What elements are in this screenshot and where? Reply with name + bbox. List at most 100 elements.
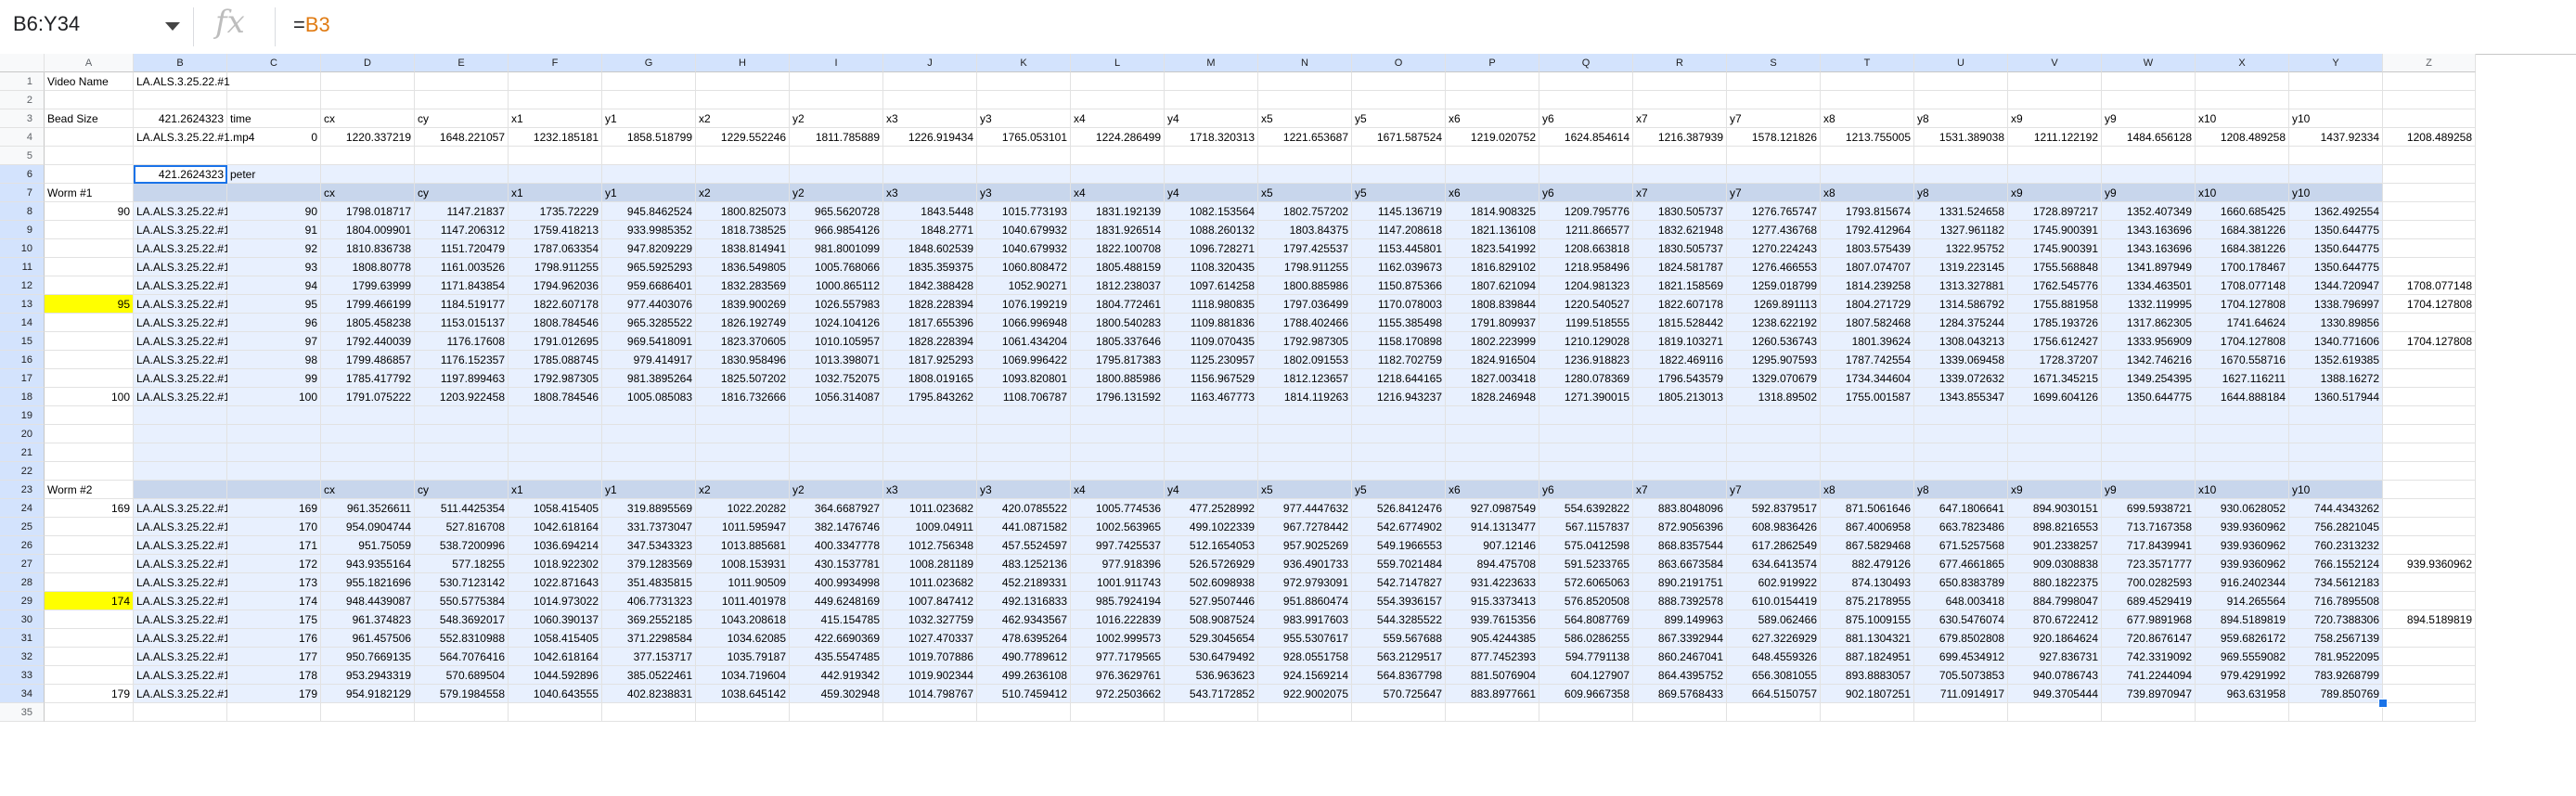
data-cell[interactable]: 1176.17608 [415, 332, 509, 351]
cell-r4[interactable]: 1216.387939 [1633, 128, 1727, 147]
cell[interactable] [696, 147, 790, 165]
cell[interactable] [2383, 443, 2476, 462]
cell[interactable] [1258, 72, 1352, 91]
cell-r3[interactable]: x7 [1633, 109, 1727, 128]
data-cell[interactable]: 1001.911743 [1071, 573, 1165, 592]
data-cell[interactable]: 586.0286255 [1539, 629, 1633, 648]
data-cell[interactable]: 965.5620728 [790, 202, 883, 221]
header-cell[interactable]: y8 [1914, 481, 2008, 499]
cell-j3[interactable]: x3 [883, 109, 977, 128]
cell[interactable] [321, 165, 415, 184]
data-cell[interactable]: 1799.466199 [321, 295, 415, 314]
data-cell[interactable]: 549.1966553 [1352, 536, 1446, 555]
data-cell[interactable]: 550.5775384 [415, 592, 509, 610]
cell[interactable] [1071, 147, 1165, 165]
data-cell[interactable]: 1755.001587 [1821, 388, 1914, 406]
cell[interactable] [1258, 703, 1352, 722]
cell[interactable] [790, 406, 883, 425]
cell[interactable] [2008, 443, 2102, 462]
data-cell[interactable]: 955.1821696 [321, 573, 415, 592]
data-cell[interactable]: 542.7147827 [1352, 573, 1446, 592]
data-cell[interactable]: 98 [227, 351, 321, 369]
cell[interactable] [1633, 443, 1727, 462]
cell[interactable] [2102, 165, 2196, 184]
data-cell[interactable]: 884.7998047 [2008, 592, 2102, 610]
data-cell[interactable]: 1026.557983 [790, 295, 883, 314]
cell[interactable] [1539, 72, 1633, 91]
data-cell[interactable]: 572.6065063 [1539, 573, 1633, 592]
cell[interactable] [1446, 443, 1539, 462]
data-cell[interactable]: 1755.568848 [2008, 258, 2102, 276]
data-cell[interactable]: 1800.885986 [1258, 276, 1352, 295]
cell[interactable] [2383, 109, 2476, 128]
cell[interactable] [227, 406, 321, 425]
data-cell[interactable]: 1360.517944 [2289, 388, 2383, 406]
data-cell[interactable]: 1798.911255 [1258, 258, 1352, 276]
cell[interactable] [1071, 425, 1165, 443]
data-cell[interactable]: 1812.123657 [1258, 369, 1352, 388]
cell[interactable] [134, 406, 227, 425]
cell[interactable] [509, 147, 602, 165]
data-cell[interactable]: LA.ALS.3.25.22.#1.mp4 [134, 518, 254, 536]
data-cell[interactable]: 179 [227, 685, 321, 703]
active-cell[interactable]: 421.2624323 [134, 165, 227, 184]
data-cell[interactable]: 567.1157837 [1539, 518, 1633, 536]
data-cell[interactable] [2383, 629, 2476, 648]
data-cell[interactable]: 758.2567139 [2289, 629, 2383, 648]
data-cell[interactable]: 699.4534912 [1914, 648, 2008, 666]
data-cell[interactable]: 1005.768066 [790, 258, 883, 276]
header-cell[interactable]: y2 [790, 481, 883, 499]
data-cell[interactable]: 985.7924194 [1071, 592, 1165, 610]
data-cell[interactable]: 1762.545776 [2008, 276, 2102, 295]
data-cell[interactable]: 677.9891968 [2102, 610, 2196, 629]
cell[interactable] [2008, 147, 2102, 165]
data-cell[interactable]: 527.9507446 [1165, 592, 1258, 610]
data-cell[interactable]: 1008.281189 [883, 555, 977, 573]
data-cell[interactable]: 526.5726929 [1165, 555, 1258, 573]
cell[interactable] [977, 425, 1071, 443]
data-cell[interactable]: 1040.643555 [509, 685, 602, 703]
data-cell[interactable]: 319.8895569 [602, 499, 696, 518]
cell-a23[interactable]: Worm #2 [45, 481, 134, 499]
cell-b1[interactable]: LA.ALS.3.25.22.#1 [134, 72, 230, 91]
data-cell[interactable]: 369.2552185 [602, 610, 696, 629]
cell[interactable] [227, 443, 321, 462]
data-cell[interactable]: 592.8379517 [1727, 499, 1821, 518]
data-cell[interactable]: 1792.987305 [1258, 332, 1352, 351]
header-cell[interactable]: x4 [1071, 481, 1165, 499]
cell[interactable] [1258, 165, 1352, 184]
data-cell[interactable]: 1218.958496 [1539, 258, 1633, 276]
data-cell[interactable]: 1002.999573 [1071, 629, 1165, 648]
cell[interactable] [45, 443, 134, 462]
data-cell[interactable]: 1704.127808 [2383, 332, 2476, 351]
row-header[interactable]: 25 [0, 518, 45, 536]
data-cell[interactable]: 1058.415405 [509, 499, 602, 518]
cell[interactable] [790, 443, 883, 462]
data-cell[interactable]: 894.475708 [1446, 555, 1539, 573]
cell[interactable] [2196, 703, 2289, 722]
data-cell[interactable]: 1644.888184 [2196, 388, 2289, 406]
cell[interactable] [1071, 462, 1165, 481]
cell-d3[interactable]: cx [321, 109, 415, 128]
data-cell[interactable]: 1816.829102 [1446, 258, 1539, 276]
cell[interactable] [2196, 462, 2289, 481]
data-cell[interactable]: 1032.327759 [883, 610, 977, 629]
cell-p3[interactable]: x6 [1446, 109, 1539, 128]
data-cell[interactable]: 924.1569214 [1258, 666, 1352, 685]
data-cell[interactable]: 1284.375244 [1914, 314, 2008, 332]
row-header[interactable]: 20 [0, 425, 45, 443]
cell[interactable] [1539, 147, 1633, 165]
cell[interactable] [1539, 462, 1633, 481]
cell[interactable] [1352, 462, 1446, 481]
data-cell[interactable]: LA.ALS.3.25.22.#1.mp4 [134, 592, 254, 610]
cell[interactable] [790, 147, 883, 165]
data-cell[interactable]: 1013.885681 [696, 536, 790, 555]
cell-y3[interactable]: y10 [2289, 109, 2383, 128]
data-cell[interactable]: 1788.402466 [1258, 314, 1352, 332]
data-cell[interactable]: 1793.815674 [1821, 202, 1914, 221]
data-cell[interactable]: 976.3629761 [1071, 666, 1165, 685]
data-cell[interactable]: 1344.720947 [2289, 276, 2383, 295]
data-cell[interactable]: 1322.95752 [1914, 239, 2008, 258]
data-cell[interactable]: 720.7388306 [2289, 610, 2383, 629]
cell[interactable] [2102, 91, 2196, 109]
